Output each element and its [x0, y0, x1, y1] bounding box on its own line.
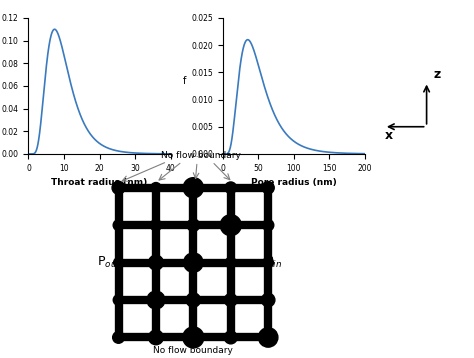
Ellipse shape	[209, 260, 215, 265]
Ellipse shape	[171, 335, 178, 340]
Ellipse shape	[246, 335, 253, 340]
Ellipse shape	[209, 297, 215, 303]
Ellipse shape	[246, 297, 253, 303]
Ellipse shape	[266, 203, 271, 210]
Ellipse shape	[171, 223, 178, 228]
Ellipse shape	[171, 260, 178, 265]
Ellipse shape	[246, 185, 253, 190]
Circle shape	[186, 293, 201, 307]
Ellipse shape	[116, 203, 121, 210]
Ellipse shape	[154, 241, 158, 247]
Circle shape	[150, 219, 162, 231]
Ellipse shape	[266, 315, 271, 322]
Circle shape	[262, 293, 275, 307]
Circle shape	[183, 327, 204, 348]
Text: x: x	[384, 129, 393, 142]
Ellipse shape	[228, 278, 233, 285]
Ellipse shape	[266, 278, 271, 285]
Ellipse shape	[116, 278, 121, 285]
Circle shape	[262, 182, 274, 194]
Circle shape	[263, 257, 273, 268]
Ellipse shape	[171, 297, 178, 303]
Ellipse shape	[134, 335, 140, 340]
Ellipse shape	[116, 315, 121, 322]
Ellipse shape	[171, 185, 178, 190]
Ellipse shape	[209, 223, 215, 228]
Ellipse shape	[116, 241, 121, 247]
Ellipse shape	[134, 185, 140, 190]
Circle shape	[220, 215, 241, 236]
Ellipse shape	[191, 241, 196, 247]
Circle shape	[225, 257, 236, 268]
Text: P$_{in}$: P$_{in}$	[265, 255, 282, 270]
Ellipse shape	[134, 260, 140, 265]
Circle shape	[187, 219, 200, 231]
Ellipse shape	[154, 278, 158, 285]
Circle shape	[113, 295, 124, 305]
Ellipse shape	[209, 335, 215, 340]
Ellipse shape	[191, 315, 196, 322]
Ellipse shape	[134, 223, 140, 228]
Circle shape	[224, 331, 237, 344]
Ellipse shape	[154, 315, 158, 322]
Ellipse shape	[228, 241, 233, 247]
X-axis label: Throat radius (nm): Throat radius (nm)	[51, 178, 148, 187]
Ellipse shape	[154, 203, 158, 210]
Circle shape	[225, 182, 237, 194]
Text: P$_{out}$: P$_{out}$	[97, 255, 121, 270]
X-axis label: Pore radius (nm): Pore radius (nm)	[251, 178, 337, 187]
Circle shape	[183, 253, 203, 272]
Circle shape	[112, 181, 125, 194]
Circle shape	[147, 291, 165, 309]
Ellipse shape	[246, 223, 253, 228]
Y-axis label: f: f	[182, 76, 186, 86]
Ellipse shape	[246, 260, 253, 265]
Ellipse shape	[191, 203, 196, 210]
Text: No flow boundary: No flow boundary	[154, 346, 233, 355]
Ellipse shape	[191, 278, 196, 285]
Circle shape	[224, 294, 237, 306]
Ellipse shape	[266, 241, 271, 247]
Circle shape	[114, 258, 123, 267]
Text: No flow boundary: No flow boundary	[161, 151, 241, 160]
Ellipse shape	[228, 315, 233, 322]
Circle shape	[113, 332, 124, 343]
Circle shape	[151, 183, 161, 193]
Ellipse shape	[228, 203, 233, 210]
Circle shape	[263, 219, 274, 231]
Circle shape	[148, 330, 163, 345]
Circle shape	[183, 178, 203, 198]
Circle shape	[258, 328, 278, 347]
Circle shape	[148, 255, 164, 270]
Circle shape	[113, 220, 124, 231]
Ellipse shape	[134, 297, 140, 303]
Text: z: z	[434, 68, 441, 81]
Ellipse shape	[209, 185, 215, 190]
